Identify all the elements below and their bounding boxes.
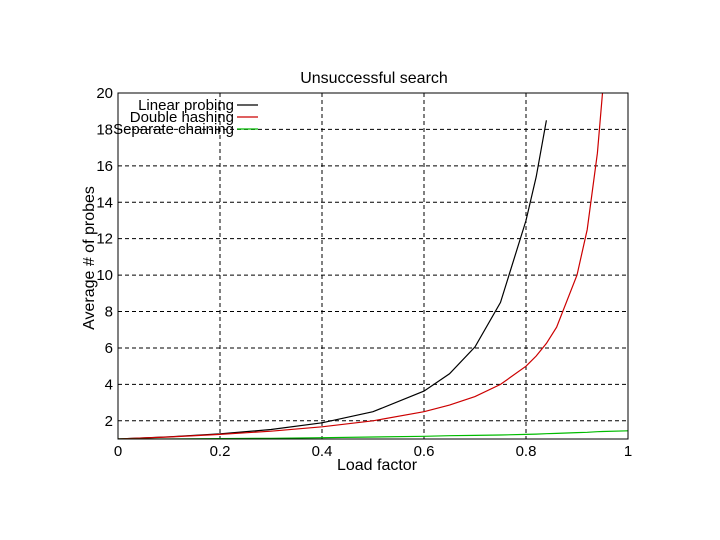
legend-label-separate-chaining: Separate chaining	[113, 121, 234, 138]
x-tick-label: 0.8	[516, 443, 537, 460]
series-line-separate-chaining	[118, 430, 628, 439]
chart-title: Unsuccessful search	[300, 70, 448, 87]
series-line-linear-probing	[118, 120, 547, 439]
legend-label-linear-probing: Linear probing	[138, 97, 234, 114]
grid	[118, 93, 628, 439]
series-line-double-hashing	[118, 93, 604, 439]
y-tick-label: 18	[96, 121, 113, 138]
x-tick-label: 0	[114, 443, 122, 460]
y-tick-label: 10	[96, 267, 113, 284]
y-axis-label: Average # of probes	[81, 186, 98, 330]
y-tick-label: 20	[96, 85, 113, 102]
x-tick-label: 0.6	[414, 443, 435, 460]
y-tick-label: 12	[96, 231, 113, 248]
x-axis-label: Load factor	[337, 457, 418, 474]
y-tick-label: 4	[105, 376, 113, 393]
series-lines	[118, 93, 628, 439]
x-tick-label: 0.2	[210, 443, 231, 460]
y-tick-label: 16	[96, 158, 113, 175]
plot-frame	[117, 92, 629, 440]
legend-label-double-hashing: Double hashing	[130, 109, 234, 126]
y-tick-label: 6	[105, 340, 113, 357]
y-tick-label: 8	[105, 304, 113, 321]
y-tick-label: 2	[105, 413, 113, 430]
x-tick-label: 1	[624, 443, 632, 460]
x-tick-label: 0.4	[312, 443, 333, 460]
y-tick-label: 14	[96, 194, 113, 211]
